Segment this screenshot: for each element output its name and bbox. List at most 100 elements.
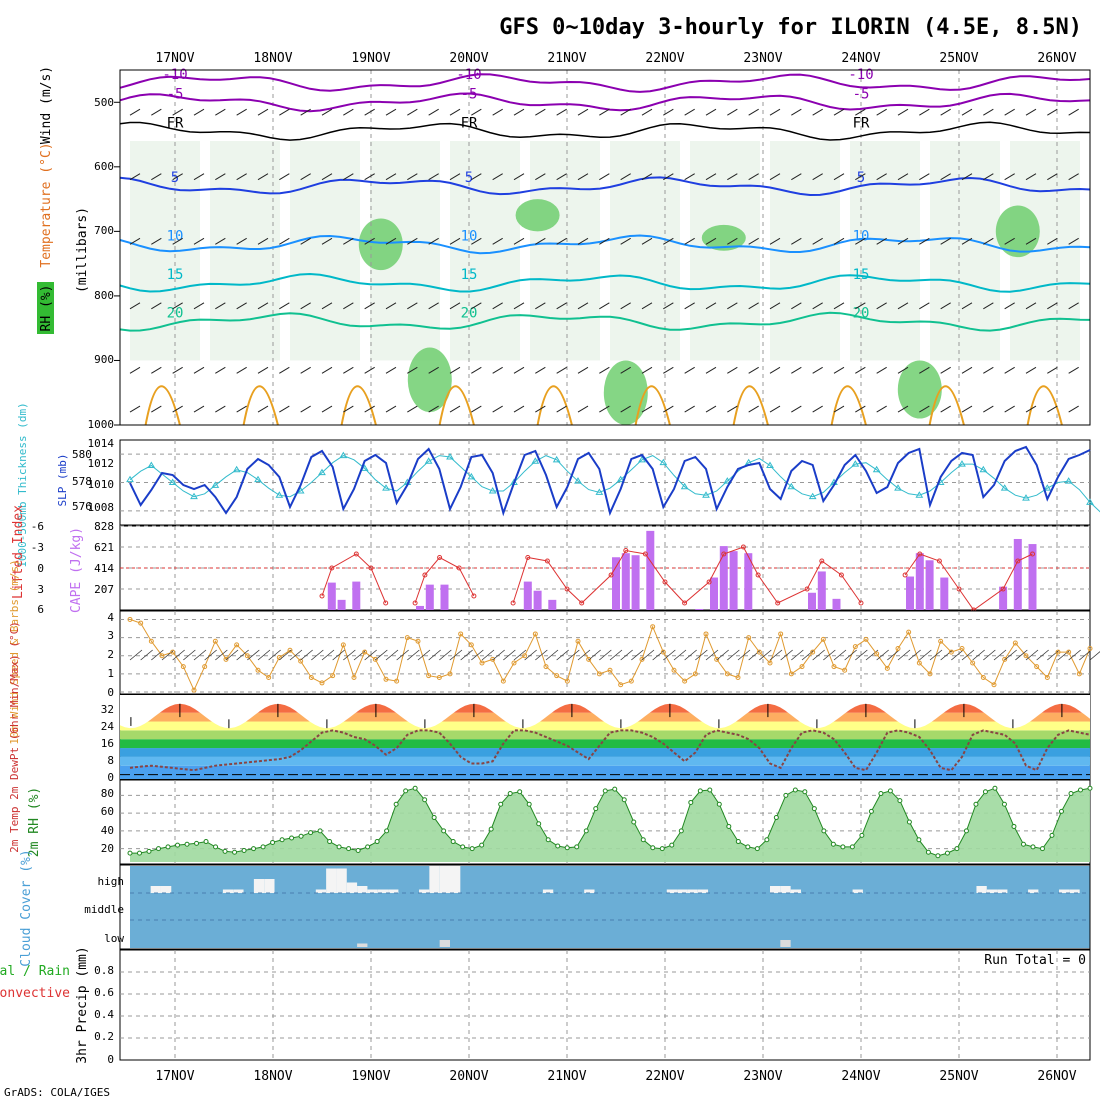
top-date-label: 23NOV [743,51,782,66]
rh-point [403,788,409,794]
rh-shade-region [850,141,920,361]
wind-barb [449,173,461,181]
wind-barb [812,649,825,661]
thickness-point [531,457,540,464]
wind-speed-point [1012,640,1018,646]
wind-barb [129,108,141,116]
rh-point [906,819,912,825]
wind-barb [1047,302,1058,310]
wind-barb [908,649,921,661]
wind-barb [257,173,269,181]
top-date-label: 17NOV [155,51,194,66]
wind-speed-point [330,673,336,679]
wind-barb [161,649,175,661]
wind-barb [983,649,996,661]
lifted-index-point [662,579,668,585]
rh-ylabel: 2m RH (%) [27,787,42,857]
temperature-contour-label: -10 [848,67,873,83]
wind-barb [620,108,631,116]
wind-barb [1025,108,1037,116]
lifted-index-point [1000,586,1006,592]
wind-barb [353,649,367,661]
rh-point [868,808,874,814]
wind-barb [951,649,964,661]
wind-barb [535,405,546,413]
wind-speed-point [1044,674,1050,680]
rh-point [716,801,722,807]
wind-barb [407,302,418,310]
precip-ylabel-convective: Convective [0,986,70,1001]
panel-upper-air: -10-10-10-5-5-5FRFRFR5551010101515152020… [37,66,1091,431]
wind-speed-point [458,631,464,637]
rh-point [270,839,276,845]
rh-point [422,797,428,803]
wind-barb [535,649,548,661]
thickness-point [723,477,732,484]
wind-speed-point [810,649,816,655]
temp-y-tick: 24 [101,720,115,733]
wind-speed-point [778,631,784,637]
wind-barb [343,108,354,116]
thickness-point [851,460,860,467]
wind-barb [279,173,290,181]
wind-barb [492,302,503,310]
cloud-cover-background [130,866,1090,948]
wind-barb [385,366,397,374]
high-cloud-bar [1059,889,1070,893]
wind-barb [1057,649,1071,661]
wind-barb [513,173,525,181]
wind-barb [375,649,388,661]
rh-point [479,842,485,848]
wind-barb [876,173,887,181]
surface-temp-contour [438,385,475,426]
thickness-point [680,482,689,490]
wind-barb [449,237,461,245]
wind-barb [385,237,397,245]
panel-wind10m: 0 1 2 3 4 10m Wind Speed & Barbs (m/s) [8,559,1100,745]
wind-barb [983,237,994,245]
wind-barb [204,649,217,661]
thickness-point [424,457,433,464]
rh-point [536,821,542,827]
wind-barb [705,405,717,413]
thickness-point [894,484,902,491]
upper-air-ylabel: (millibars) [75,207,90,293]
wind-barb [215,237,226,245]
li-tick: 3 [37,583,44,596]
lifted-index-point [936,558,942,564]
temperature-contour-label: FR [853,115,870,131]
temperature-curve-mask [120,695,1090,729]
wind-speed-point [938,638,944,644]
wind-barb [609,649,623,661]
surface-temp-contour [830,385,867,426]
rh-point [146,848,152,854]
wind-barb [663,649,676,661]
temperature-contour-label: 15 [167,267,184,283]
wind-barb [855,302,866,310]
wind-barb [364,366,375,374]
wind-barb [641,366,653,374]
wind-speed-point [607,667,613,673]
wind-speed-point [895,645,901,651]
cape-bar [906,576,914,610]
rh-y-tick: 20 [101,842,114,855]
slp-tick: 1010 [88,478,115,491]
rh-point [830,841,836,847]
wind-speed-point [298,658,304,664]
wind-barb [556,405,567,413]
precip-run-total: Run Total = 0 [984,953,1086,968]
wind-barb [663,405,674,413]
wind-speed-point [628,678,634,684]
lifted-index-point [368,565,374,571]
wind-speed-point [788,671,794,677]
wind-barb [257,237,269,245]
lifted-index-point [642,551,648,557]
rh-point [631,819,637,825]
thickness-point [808,492,817,500]
surface-temp-contour [928,385,965,426]
rh-point [431,815,437,821]
rh-point [184,841,190,847]
wind-barb [769,237,781,245]
wind-barb [993,649,1007,661]
bottom-date-label: 22NOV [645,1069,684,1084]
